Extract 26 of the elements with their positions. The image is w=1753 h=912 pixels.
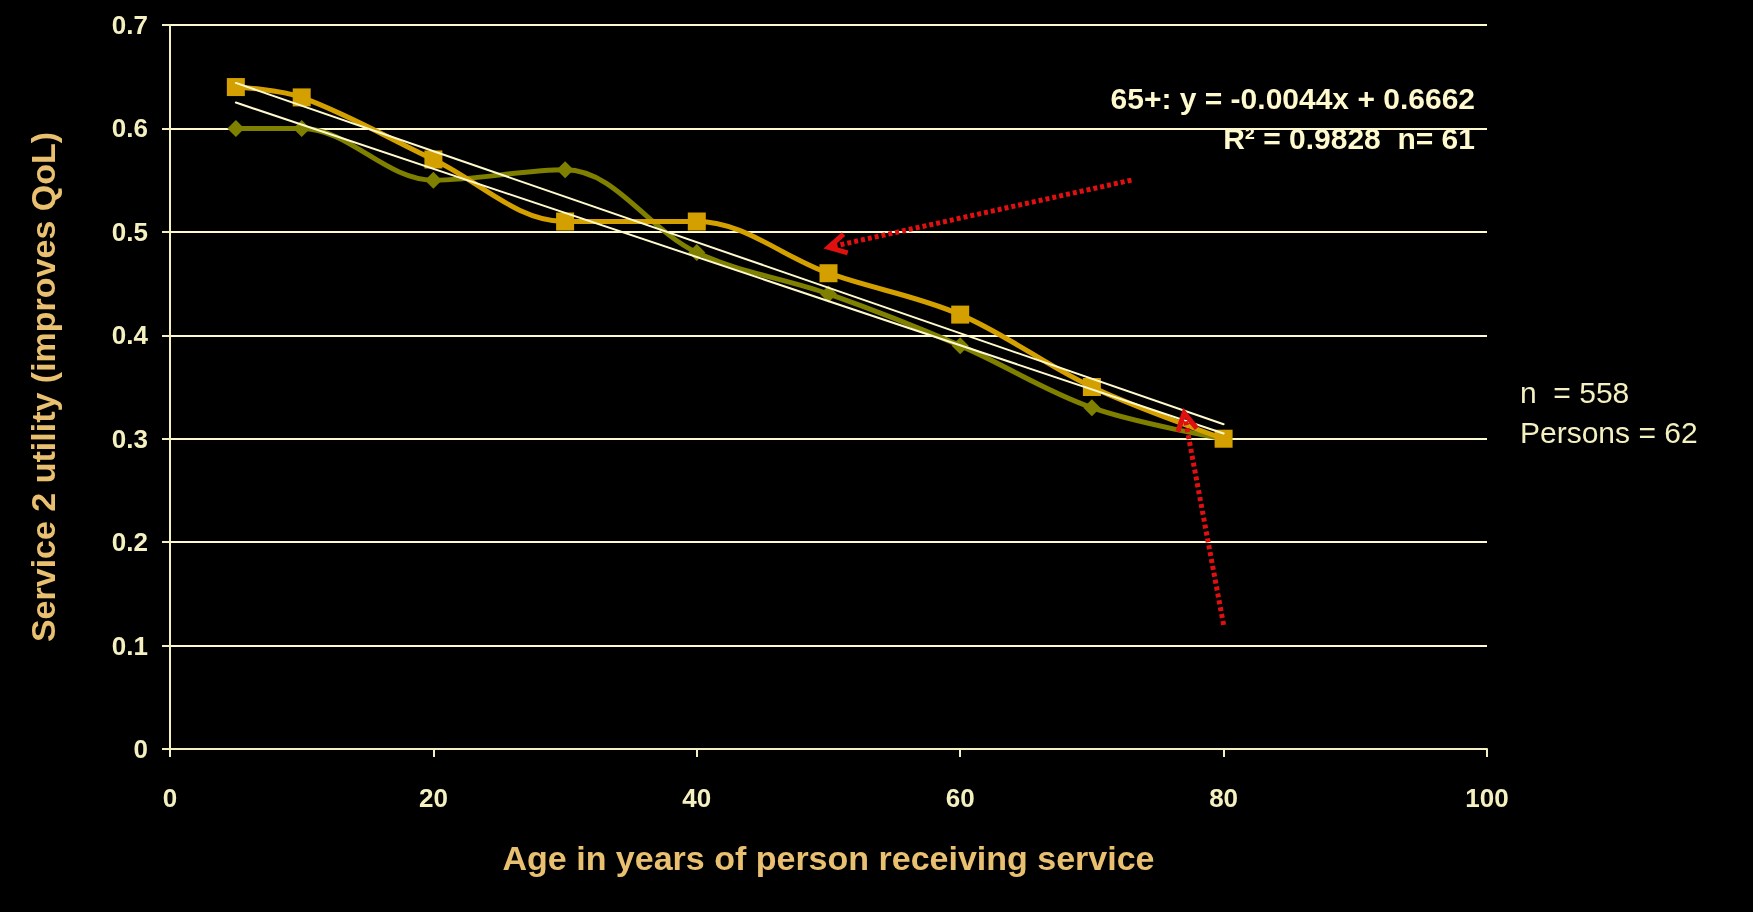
y-tick-label: 0.5: [111, 216, 148, 247]
y-tick-label: 0.4: [111, 320, 149, 351]
y-tick-label: 0: [133, 734, 148, 764]
text: n = 558 Persons = 62: [1520, 375, 1698, 449]
point: [951, 305, 970, 324]
x-tick-label: 20: [418, 783, 448, 813]
point: [424, 171, 442, 189]
x-tick-label: 40: [682, 783, 712, 813]
x-tick-label: 80: [1209, 783, 1239, 813]
point: [226, 78, 245, 97]
point: [819, 264, 838, 283]
y-tick-label: 0.2: [111, 527, 148, 558]
point: [687, 212, 706, 231]
point: [556, 212, 575, 231]
y-tick-label: 0.6: [111, 113, 148, 144]
x-tick-label: 100: [1465, 783, 1509, 813]
y-tick-label: 0.7: [111, 10, 148, 40]
x-axis-title: Age in years of person receiving service: [502, 839, 1155, 877]
point: [292, 88, 311, 107]
y-axis-title: Service 2 utility (improves QoL): [24, 131, 62, 643]
x-tick-label: 0: [162, 783, 178, 813]
point: [556, 161, 574, 179]
y-tick-label: 0.3: [111, 423, 148, 454]
y-tick-label: 0.1: [111, 630, 148, 661]
x-tick-label: 60: [945, 783, 975, 813]
point: [1083, 399, 1101, 417]
